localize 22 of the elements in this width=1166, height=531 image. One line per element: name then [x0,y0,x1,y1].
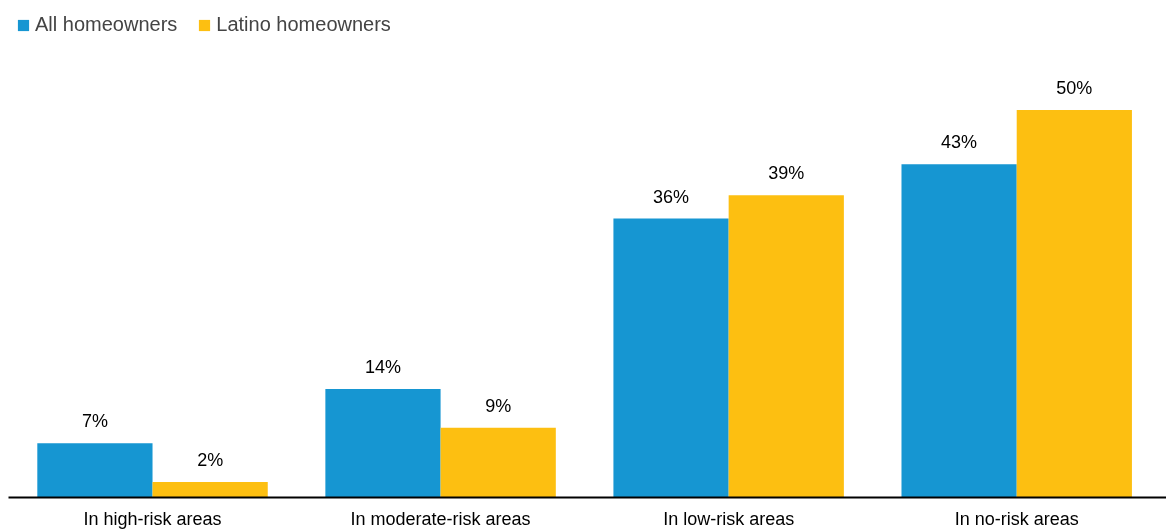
data-label: 43% [941,132,978,153]
data-label: 7% [81,411,108,432]
x-tick-label: In no-risk areas [954,508,1079,529]
bar [728,195,844,498]
x-tick-label: In moderate-risk areas [350,508,531,529]
data-label: 14% [364,357,401,378]
x-tick-label: In low-risk areas [663,508,795,529]
bar [440,427,556,498]
bar [613,218,729,498]
data-label: 50% [1056,78,1093,99]
bar [37,443,153,498]
legend-label: Latino homeowners [216,13,391,36]
bar [152,482,268,498]
bar [325,389,441,498]
data-label: 36% [653,186,690,207]
x-tick-label: In high-risk areas [83,508,222,529]
data-label: 9% [485,395,512,416]
data-label: 2% [197,450,224,470]
bar [901,164,1017,498]
data-label: 39% [768,163,805,184]
bar [1016,110,1132,498]
legend-label: All homeowners [35,13,178,36]
